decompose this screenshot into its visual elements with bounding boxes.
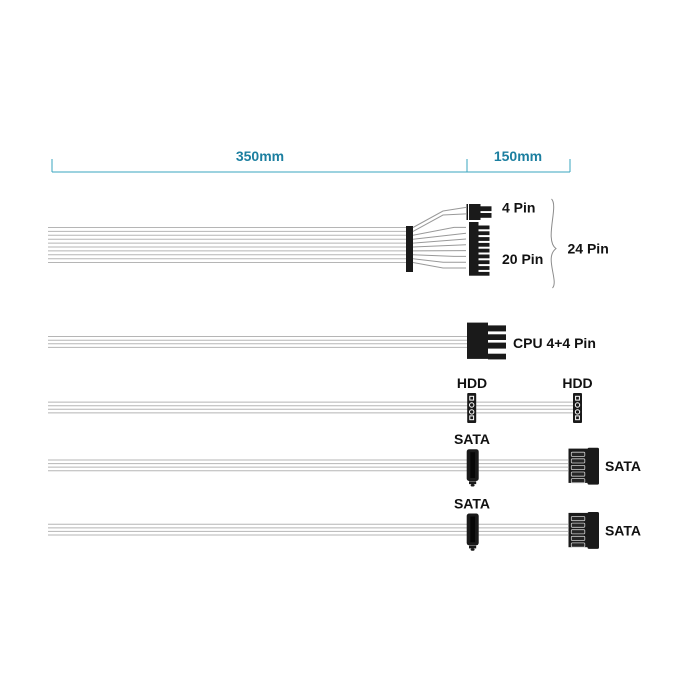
svg-text:24 Pin: 24 Pin (568, 241, 609, 257)
svg-text:HDD: HDD (562, 375, 592, 391)
svg-text:SATA: SATA (454, 431, 490, 447)
svg-text:SATA: SATA (605, 458, 641, 474)
svg-text:HDD: HDD (457, 375, 487, 391)
svg-text:4 Pin: 4 Pin (502, 200, 535, 216)
svg-text:CPU 4+4 Pin: CPU 4+4 Pin (513, 335, 596, 351)
svg-text:150mm: 150mm (494, 148, 542, 164)
svg-text:20 Pin: 20 Pin (502, 251, 543, 267)
svg-text:SATA: SATA (454, 495, 490, 511)
svg-text:350mm: 350mm (236, 148, 284, 164)
svg-text:SATA: SATA (605, 522, 641, 538)
